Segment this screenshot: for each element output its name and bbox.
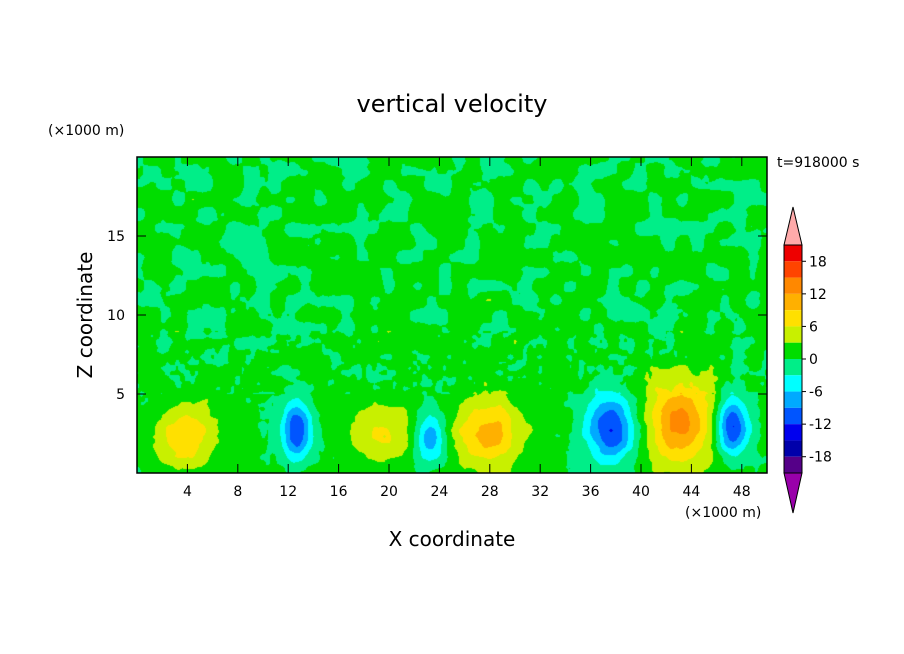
x-units-label: (×1000 m) xyxy=(685,505,761,521)
x-tick-label: 8 xyxy=(233,484,242,500)
colorbar-swatch xyxy=(784,261,802,278)
colorbar-swatch xyxy=(784,277,802,294)
colorbar-swatch xyxy=(784,375,802,392)
colorbar-swatch xyxy=(784,326,802,343)
y-axis-title: Z coordinate xyxy=(73,252,97,379)
x-tick-label: 36 xyxy=(582,484,600,500)
colorbar-tick-label: 18 xyxy=(809,254,827,270)
colorbar-swatch xyxy=(784,391,802,408)
colorbar-under-arrow xyxy=(783,472,803,514)
x-tick-label: 4 xyxy=(183,484,192,500)
colorbar-swatch xyxy=(784,245,802,262)
x-axis: 4 8 12 16 20 24 28 32 36 40 44 48 xyxy=(183,157,751,500)
colorbar-tick-label: 0 xyxy=(809,352,818,368)
colorbar-swatch xyxy=(784,456,802,473)
colorbar-tick-label: -6 xyxy=(809,385,823,401)
x-tick-label: 32 xyxy=(531,484,549,500)
x-tick-label: 48 xyxy=(733,484,751,500)
colorbar-swatch xyxy=(784,359,802,376)
velocity-field xyxy=(137,157,767,473)
x-tick-label: 40 xyxy=(632,484,650,500)
chart-title: vertical velocity xyxy=(357,90,548,118)
x-tick-label: 44 xyxy=(682,484,700,500)
x-tick-label: 20 xyxy=(380,484,398,500)
colorbar-tick-label: 12 xyxy=(809,287,827,303)
y-tick-label: 10 xyxy=(107,308,125,324)
y-tick-label: 5 xyxy=(116,387,125,403)
time-label: t=918000 s xyxy=(777,155,859,171)
colorbar-over-arrow xyxy=(783,206,803,246)
x-tick-label: 16 xyxy=(330,484,348,500)
colorbar-swatch xyxy=(784,293,802,311)
colorbar-swatch xyxy=(784,407,802,425)
colorbar-swatch xyxy=(784,440,802,457)
colorbar-swatch xyxy=(784,424,802,441)
x-axis-title: X coordinate xyxy=(389,527,516,551)
x-tick-label: 28 xyxy=(481,484,499,500)
colorbar: 18 12 6 0 -6 -12 -18 xyxy=(783,206,832,514)
colorbar-swatch xyxy=(784,342,802,359)
x-tick-label: 24 xyxy=(430,484,448,500)
y-tick-label: 15 xyxy=(107,229,125,245)
colorbar-swatch xyxy=(784,310,802,327)
y-axis: 5 10 15 xyxy=(107,229,767,403)
y-units-label: (×1000 m) xyxy=(48,123,124,139)
colorbar-tick-label: 6 xyxy=(809,319,818,335)
plot-area xyxy=(136,156,768,474)
x-tick-label: 12 xyxy=(279,484,297,500)
colorbar-tick-label: -12 xyxy=(809,417,832,433)
colorbar-tick-label: -18 xyxy=(809,450,832,466)
